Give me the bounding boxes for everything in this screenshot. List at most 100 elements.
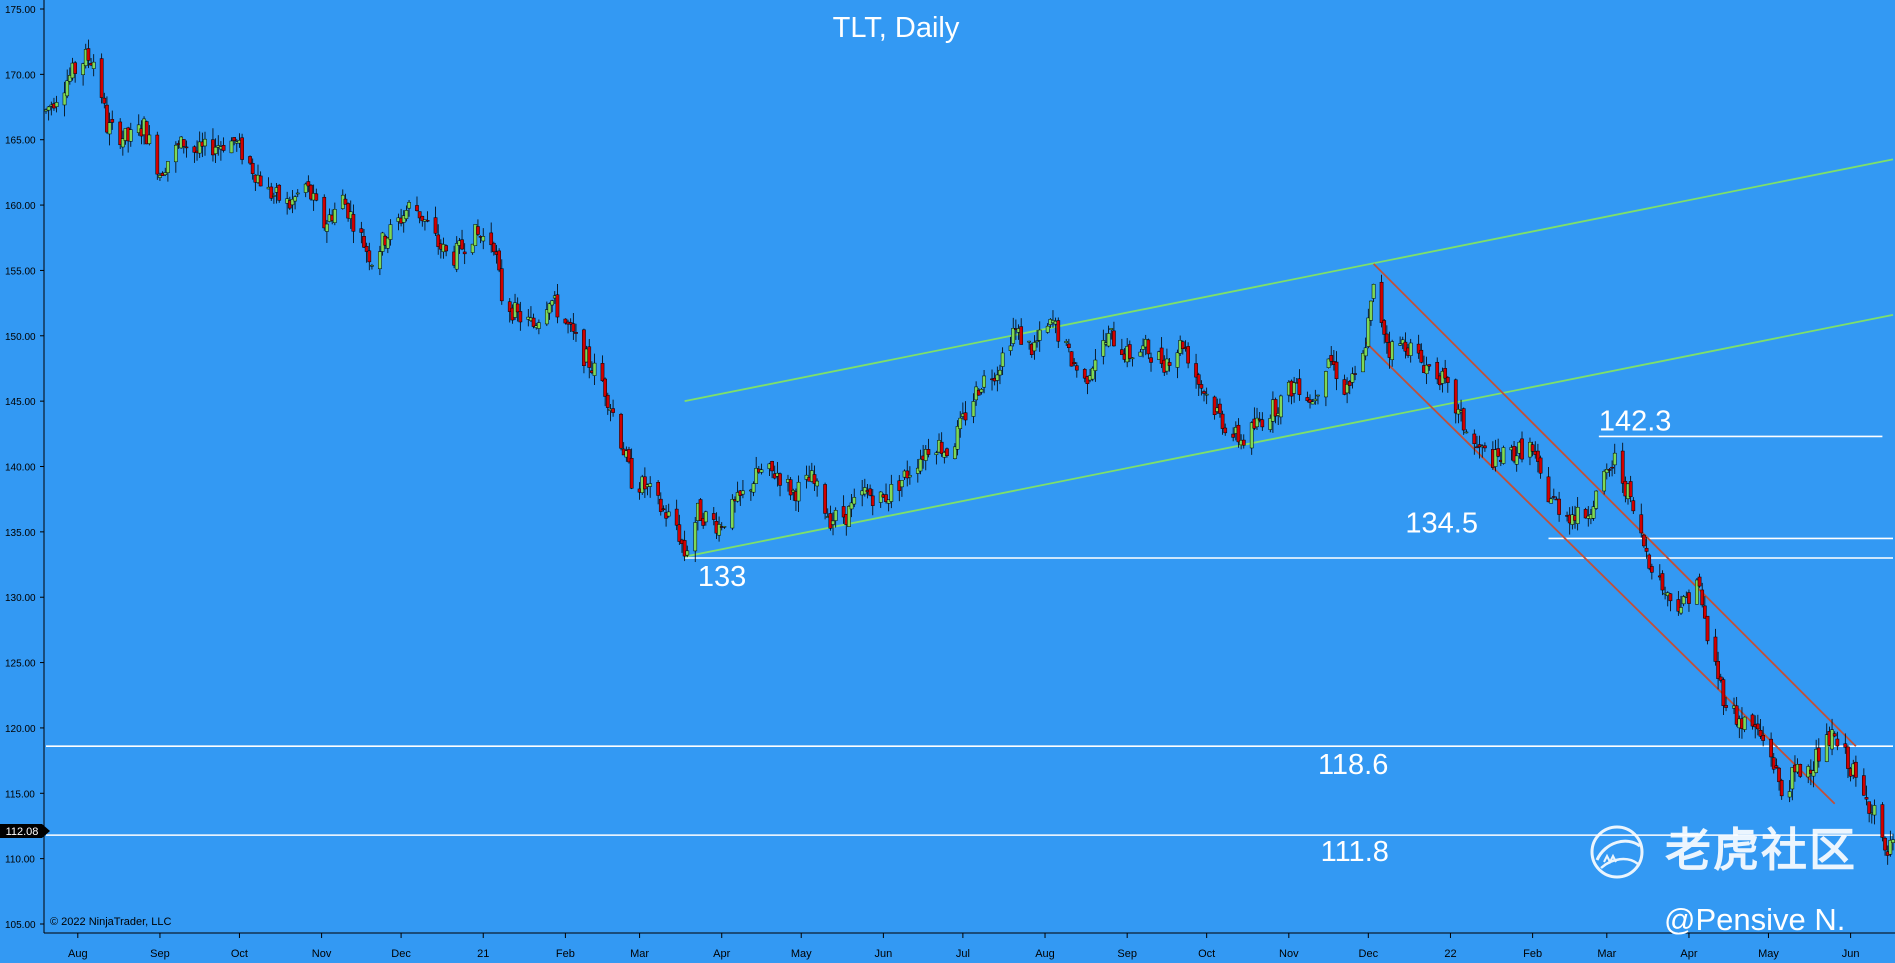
candle-body	[934, 452, 939, 455]
candle-body	[1443, 368, 1448, 379]
candle-body	[1756, 723, 1760, 730]
candle-body	[722, 526, 727, 528]
price-tag-value: 112.08	[6, 826, 39, 838]
candle-body	[105, 104, 109, 133]
candle-body	[812, 474, 817, 484]
candle-body	[582, 329, 586, 366]
x-tick-label: Feb	[1523, 948, 1542, 960]
candle-body	[1512, 446, 1516, 462]
candle-body	[547, 303, 552, 314]
candle-body	[158, 175, 162, 178]
candle-body	[939, 441, 944, 454]
candle-body	[515, 303, 520, 313]
y-tick-label: 110.00	[5, 855, 35, 866]
chart-title: TLT, Daily	[833, 12, 960, 44]
candle-body	[571, 323, 576, 332]
candle-body	[1888, 840, 1893, 855]
candle-body	[248, 156, 252, 164]
y-axis-ticks: 175.00 170.00 165.00 160.00 155.00 150.00 145.…	[5, 5, 44, 931]
candle-body	[407, 202, 411, 209]
candle-body	[1027, 340, 1031, 343]
x-tick-label: May	[1758, 948, 1779, 960]
candle-body	[81, 63, 85, 76]
candle-body	[1241, 439, 1246, 446]
x-tick-label: Jul	[956, 948, 970, 960]
candle-body	[1695, 579, 1699, 605]
candle-body	[998, 369, 1002, 376]
candle-body	[362, 236, 366, 248]
candle-body	[1072, 362, 1077, 364]
candle-body	[1549, 498, 1554, 504]
candle-body	[1220, 413, 1225, 429]
candle-body	[277, 184, 282, 201]
candle-body	[605, 394, 610, 408]
candle-body	[1610, 466, 1614, 469]
candle-body	[65, 80, 70, 97]
candle-body	[1435, 361, 1440, 380]
candle-body	[1520, 438, 1524, 460]
x-tick-label: Dec	[1359, 948, 1379, 960]
candle-body	[1305, 397, 1310, 401]
candle-body	[62, 92, 67, 106]
candle-body	[1864, 797, 1869, 800]
x-tick-label: Sep	[150, 948, 170, 960]
candle-body	[1194, 363, 1198, 378]
candle-body	[603, 378, 607, 397]
candle-body	[666, 511, 671, 517]
candle-body	[425, 220, 430, 222]
candle-body	[1835, 738, 1840, 747]
candle-body	[1681, 596, 1686, 605]
green-trendline	[684, 313, 1894, 558]
candle-body	[849, 502, 854, 510]
candle-body	[1639, 514, 1644, 534]
candle-body	[184, 146, 189, 149]
candle-body	[1546, 476, 1551, 503]
candle-body	[314, 193, 319, 201]
y-tick-label: 135.00	[5, 528, 36, 539]
candle-body	[359, 228, 364, 233]
watermark: 老虎社区	[1590, 824, 1855, 879]
candle-body	[1186, 346, 1190, 364]
candle-body	[1268, 418, 1273, 430]
x-tick-label: May	[791, 948, 812, 960]
candle-body	[661, 508, 666, 510]
candle-body	[460, 239, 464, 250]
candle-body	[1313, 398, 1318, 401]
candle-body	[1575, 506, 1580, 524]
candle-body	[870, 495, 875, 506]
candle-body	[147, 134, 152, 144]
candle-body	[1631, 500, 1636, 512]
x-tick-label: Nov	[1279, 948, 1299, 960]
candle-body	[963, 412, 968, 421]
candle-body	[322, 196, 327, 229]
red-trendline	[1372, 263, 1857, 747]
candle-body	[1345, 384, 1349, 394]
candle-body	[1721, 679, 1726, 706]
candle-body	[627, 449, 631, 463]
candle-body	[192, 146, 197, 153]
x-tick-label: Dec	[391, 948, 411, 960]
tiger-logo-icon	[1590, 825, 1644, 879]
candle-body	[1536, 450, 1540, 462]
candle-body	[1612, 452, 1617, 466]
candle-body	[847, 506, 851, 527]
candle-body	[507, 301, 512, 312]
x-tick-label: Jun	[875, 948, 893, 960]
candle-body	[1472, 433, 1477, 444]
candle-body	[1149, 357, 1153, 363]
candle-body	[1816, 747, 1821, 762]
candle-body	[1074, 365, 1079, 371]
candle-body	[1382, 320, 1387, 335]
candle-body	[351, 214, 356, 232]
x-tick-label: 22	[1444, 948, 1456, 960]
candle-body	[1724, 705, 1728, 708]
candle-body	[401, 215, 406, 223]
candle-body	[953, 446, 957, 459]
candle-body	[1883, 837, 1887, 851]
candle-body	[1777, 767, 1781, 783]
candle-body	[741, 490, 745, 495]
candle-body	[309, 184, 313, 200]
candle-body	[1790, 767, 1795, 790]
candle-body	[1308, 399, 1312, 403]
